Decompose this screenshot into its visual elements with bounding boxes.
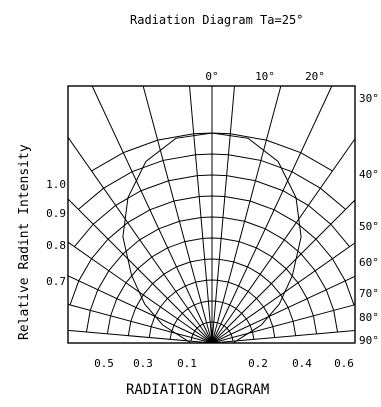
intensity-grid-line <box>69 195 355 306</box>
radial-tick-label: 0.9 <box>46 207 66 220</box>
angle-tick-label: 50° <box>359 220 379 233</box>
intensity-grid-line <box>78 153 346 210</box>
intensity-grid-line <box>106 237 318 334</box>
intensity-grid-line <box>148 279 276 338</box>
angle-tick-label: 0° <box>205 70 218 83</box>
radial-tick-labels: 1.0 0.9 0.8 0.7 <box>46 178 66 288</box>
angle-grid-line <box>67 275 213 344</box>
angle-grid-line <box>189 85 213 344</box>
angle-grid-line <box>67 303 213 344</box>
intensity-grid-lines <box>69 132 355 342</box>
angle-tick-labels: 0° 10° 20° 30° 40° 50° 60° 70° 80° 90° <box>205 70 379 347</box>
intensity-grid-line <box>127 258 297 336</box>
angle-grid-line <box>211 242 356 344</box>
radial-tick-label: 1.0 <box>46 178 66 191</box>
bottom-tick-label: 0.3 <box>133 357 153 370</box>
angle-grid-line <box>142 85 213 344</box>
angle-grid-line <box>211 275 356 344</box>
x-axis-label: RADIATION DIAGRAM <box>126 382 269 398</box>
intensity-grid-line <box>85 216 339 333</box>
angle-tick-label: 30° <box>359 92 379 105</box>
bottom-tick-label: 0.2 <box>248 357 268 370</box>
bottom-tick-label: 0.1 <box>177 357 197 370</box>
angle-tick-label: 10° <box>255 70 275 83</box>
angle-grid-line <box>211 199 356 344</box>
angle-grid-line <box>91 85 213 344</box>
bottom-tick-label: 0.5 <box>94 357 114 370</box>
angle-grid-line <box>67 241 213 344</box>
intensity-grid-line <box>169 300 255 340</box>
bottom-tick-label: 0.6 <box>334 357 354 370</box>
angle-tick-label: 60° <box>359 256 379 269</box>
angle-tick-label: 20° <box>305 70 325 83</box>
angle-grid-line <box>211 85 333 344</box>
angle-tick-label: 40° <box>359 168 379 181</box>
angle-grid-line <box>211 304 356 344</box>
intensity-grid-line <box>190 321 234 342</box>
angle-grid-line <box>67 198 213 344</box>
angle-grid-line <box>211 85 282 344</box>
bottom-tick-labels: 0.5 0.3 0.1 0.2 0.4 0.6 <box>94 357 354 370</box>
radial-tick-label: 0.8 <box>46 239 66 252</box>
angle-grid-line <box>211 85 235 344</box>
chart-title: Radiation Diagram Ta=25° <box>130 13 303 27</box>
angle-tick-label: 90° <box>359 334 379 347</box>
bottom-tick-label: 0.4 <box>292 357 312 370</box>
angle-tick-label: 70° <box>359 287 379 300</box>
intensity-grid-line <box>73 174 351 247</box>
radial-tick-label: 0.7 <box>46 275 66 288</box>
angle-tick-label: 80° <box>359 311 379 324</box>
y-axis-label: Relative Radint Intensity <box>17 144 32 340</box>
radiation-pattern-curve <box>122 132 302 344</box>
angle-grid-lines <box>67 85 356 344</box>
